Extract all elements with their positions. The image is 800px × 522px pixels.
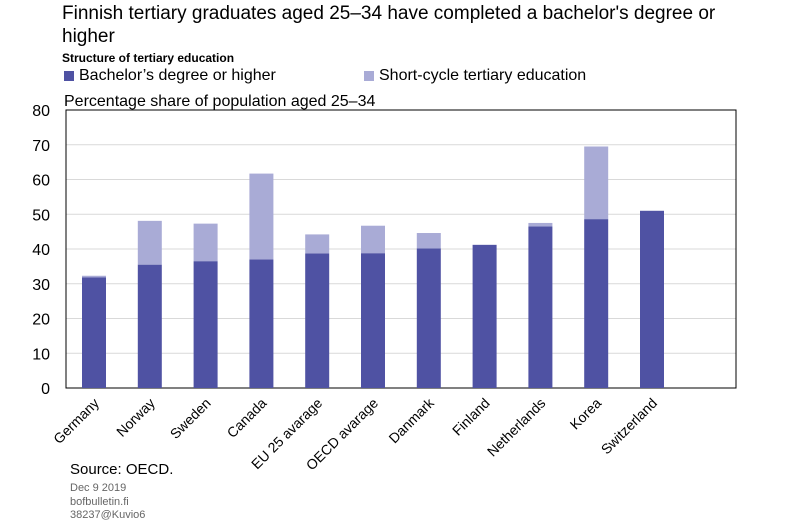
legend-label-bachelor: Bachelor’s degree or higher bbox=[79, 67, 276, 84]
site-name: bofbulletin.fi bbox=[70, 496, 129, 508]
bar-short-cycle bbox=[584, 146, 609, 220]
legend-swatch-short-cycle bbox=[364, 71, 374, 81]
y-tick-label: 0 bbox=[41, 381, 50, 398]
bar-bachelor bbox=[584, 219, 609, 388]
bar-bachelor bbox=[472, 244, 497, 388]
y-tick-label: 80 bbox=[32, 103, 50, 120]
bar-bachelor bbox=[528, 226, 553, 388]
publish-date: Dec 9 2019 bbox=[70, 482, 127, 494]
x-tick-label: Netherlands bbox=[484, 395, 549, 460]
x-tick-label: Germany bbox=[50, 395, 102, 447]
y-tick-label: 40 bbox=[32, 242, 50, 259]
y-tick-label: 50 bbox=[32, 207, 50, 224]
y-tick-label: 20 bbox=[32, 312, 50, 329]
legend-item-short-cycle: Short-cycle tertiary education bbox=[364, 67, 586, 85]
bar-bachelor bbox=[361, 253, 385, 388]
y-axis-label: Percentage share of population aged 25–3… bbox=[64, 93, 376, 110]
bar-bachelor bbox=[137, 264, 162, 388]
bar-short-cycle bbox=[528, 222, 553, 227]
bar-short-cycle bbox=[305, 234, 330, 254]
legend-item-bachelor: Bachelor’s degree or higher bbox=[64, 67, 276, 85]
bar-bachelor bbox=[416, 248, 441, 388]
y-tick-label: 30 bbox=[32, 277, 50, 294]
x-tick-label: Canada bbox=[224, 395, 270, 441]
bar-short-cycle bbox=[193, 223, 218, 262]
x-tick-label: Norway bbox=[113, 395, 158, 440]
bar-short-cycle bbox=[361, 225, 385, 254]
x-tick-label: Sweden bbox=[167, 395, 214, 442]
bar-short-cycle bbox=[137, 220, 162, 265]
bar-bachelor bbox=[249, 259, 274, 388]
bar-bachelor bbox=[305, 253, 330, 388]
bar-short-cycle bbox=[416, 233, 441, 249]
x-tick-label: Switzerland bbox=[598, 395, 660, 457]
y-tick-label: 70 bbox=[32, 138, 50, 155]
bar-bachelor bbox=[640, 210, 664, 388]
bar-short-cycle bbox=[249, 173, 274, 260]
bar-bachelor bbox=[193, 261, 218, 388]
bar-bachelor bbox=[82, 277, 106, 388]
legend-swatch-bachelor bbox=[64, 71, 74, 81]
plot-frame bbox=[65, 109, 737, 389]
chart-subtitle: Structure of tertiary education bbox=[62, 51, 235, 65]
figure-id: 38237@Kuvio6 bbox=[70, 509, 146, 521]
y-tick-label: 10 bbox=[32, 346, 50, 363]
source-note: Source: OECD. bbox=[70, 461, 174, 478]
y-tick-label: 60 bbox=[32, 173, 50, 190]
x-tick-label: Korea bbox=[567, 395, 605, 433]
x-tick-label: Finland bbox=[449, 395, 493, 439]
legend-label-short-cycle: Short-cycle tertiary education bbox=[379, 67, 587, 84]
chart-title: Finnish tertiary graduates aged 25–34 ha… bbox=[62, 3, 716, 47]
x-tick-label: Danmark bbox=[385, 394, 437, 446]
bar-short-cycle bbox=[82, 275, 106, 278]
